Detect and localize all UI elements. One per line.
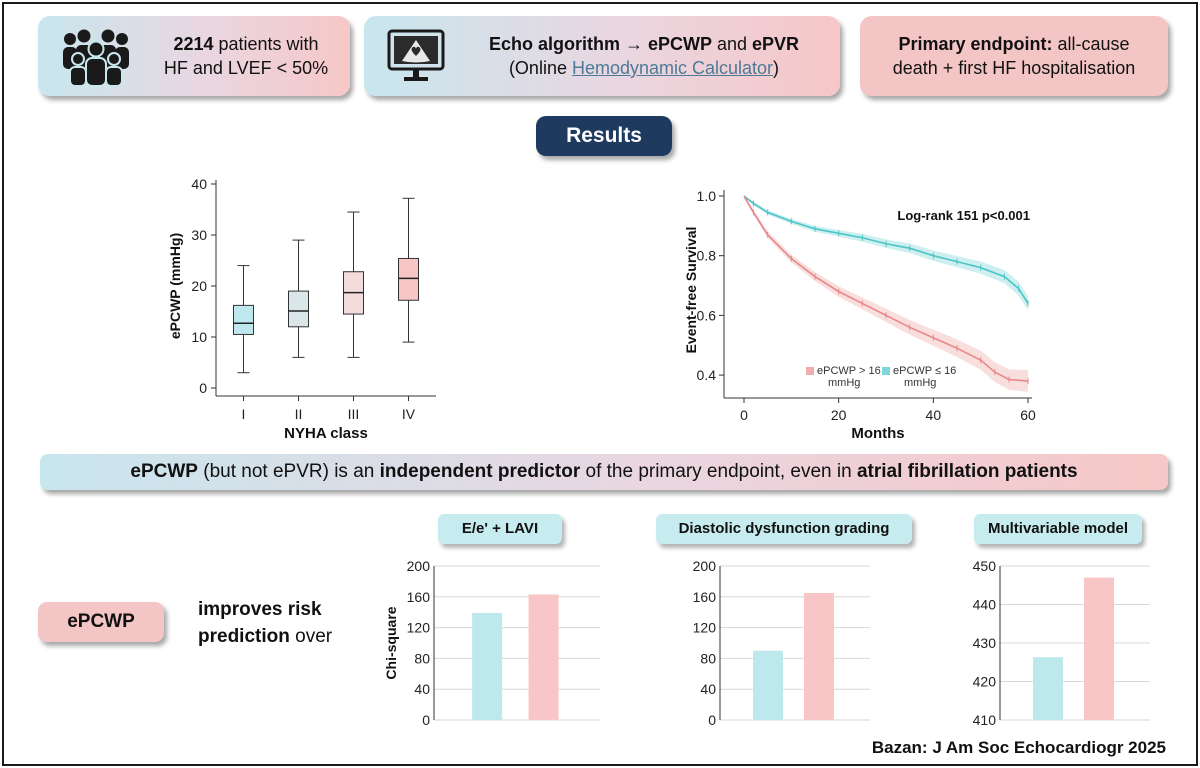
bar-baseline — [1033, 657, 1063, 720]
y-tick-label: 450 — [973, 558, 997, 574]
box-I — [233, 304, 254, 335]
box-IV — [398, 257, 419, 301]
patients-card: 2214 patients with HF and LVEF < 50% — [38, 16, 350, 96]
y-tick-label: 1.0 — [697, 188, 717, 204]
y-tick-label: 120 — [693, 620, 717, 636]
y-tick-label: 0.6 — [697, 307, 717, 323]
patients-count: 2214 — [173, 34, 214, 54]
x-tick-label: II — [295, 406, 303, 422]
conclusion-banner: ePCWP (but not ePVR) is an independent p… — [40, 454, 1168, 490]
endpoint-text: Primary endpoint: all-cause death + firs… — [892, 34, 1136, 78]
y-tick-label: 200 — [693, 558, 717, 574]
y-tick-label: 40 — [414, 681, 430, 697]
legend-swatch — [882, 367, 890, 375]
y-tick-label: 30 — [191, 227, 207, 243]
endpoint-card: Primary endpoint: all-cause death + firs… — [860, 16, 1168, 96]
patients-text: 2214 patients with HF and LVEF < 50% — [163, 34, 329, 78]
conclusion-text: ePCWP (but not ePVR) is an independent p… — [130, 461, 1078, 482]
legend-unit: mmHg — [904, 377, 936, 389]
y-tick-label: 40 — [191, 176, 207, 192]
y-tick-label: 160 — [407, 589, 431, 605]
bar-chart-e-lavi: 0 40 80 120 160 200 Chi-square — [383, 558, 600, 728]
y-tick-label: 10 — [191, 329, 207, 345]
mini-title-multivariable: Multivariable model — [974, 514, 1142, 544]
x-tick-label: I — [242, 406, 246, 422]
y-axis-title: Chi-square — [383, 606, 399, 679]
y-tick-label: 430 — [973, 635, 997, 651]
survival-curve: 0.4 0.6 0.8 1.0 0 20 40 60 Log-rank 151 p<0.001 e… — [683, 188, 1036, 442]
x-axis-title: Months — [851, 425, 904, 442]
algorithm-text: Echo algorithm → ePCWP and ePVR (Online … — [488, 34, 800, 78]
ci-band — [744, 195, 1028, 392]
bar-with-epcwp — [804, 592, 834, 720]
y-tick-label: 440 — [973, 597, 997, 613]
x-axis-title: NYHA class — [284, 425, 368, 440]
y-tick-label: 80 — [700, 650, 716, 666]
legend-label: ePCWP ≤ 16 — [893, 365, 956, 377]
y-tick-label: 0.8 — [697, 248, 717, 264]
y-tick-label: 160 — [693, 589, 717, 605]
survival-line — [743, 195, 1029, 382]
y-axis-title: Event-free Survival — [683, 227, 699, 354]
echo-monitor-icon — [387, 29, 445, 81]
y-tick-label: 200 — [407, 558, 431, 574]
y-tick-label: 0 — [199, 380, 207, 396]
y-axis-title: ePCWP (mmHg) — [167, 233, 183, 339]
mini-title-diastolic: Diastolic dysfunction grading — [656, 514, 912, 544]
legend-unit: mmHg — [828, 377, 860, 389]
y-tick-label: 0 — [708, 712, 716, 728]
x-tick-label: 0 — [740, 407, 748, 423]
bar-chart-diastolic: 0 40 80 120 160 200 — [693, 558, 870, 728]
epcwp-pill: ePCWP — [38, 602, 164, 642]
box-II — [288, 290, 309, 328]
mini-title-e-lavi: E/e' + LAVI — [438, 514, 562, 544]
y-tick-label: 410 — [973, 712, 997, 728]
algorithm-card: Echo algorithm → ePCWP and ePVR (Online … — [364, 16, 840, 96]
bar-baseline — [753, 650, 783, 720]
bar-with-epcwp — [528, 594, 559, 720]
x-tick-label: 40 — [926, 407, 942, 423]
improves-text: improves risk prediction over — [198, 599, 333, 647]
legend-label: ePCWP > 16 — [817, 365, 881, 377]
y-tick-label: 80 — [414, 650, 430, 666]
x-tick-label: 60 — [1020, 407, 1036, 423]
arrow-icon: → — [619, 34, 648, 54]
logrank-annotation: Log-rank 151 p<0.001 — [897, 208, 1030, 223]
citation: Bazan: J Am Soc Echocardiogr 2025 — [871, 738, 1166, 757]
legend-swatch — [806, 367, 814, 375]
hemodynamic-calculator-link[interactable]: Hemodynamic Calculator — [571, 58, 774, 78]
bar-baseline — [472, 612, 503, 720]
y-tick-label: 0 — [422, 712, 430, 728]
y-tick-label: 20 — [191, 278, 207, 294]
y-tick-label: 120 — [407, 620, 431, 636]
bar-with-epcwp — [1084, 577, 1114, 720]
y-tick-label: 40 — [700, 681, 716, 697]
y-tick-label: 420 — [973, 674, 997, 690]
x-tick-label: IV — [402, 406, 416, 422]
patient-group-icon — [63, 29, 129, 87]
y-tick-label: 0.4 — [697, 367, 717, 383]
x-tick-label: III — [348, 406, 360, 422]
x-tick-label: 20 — [831, 407, 847, 423]
bar-chart-multivariable: 410 420 430 440 450 — [973, 558, 1150, 728]
results-label: Results — [536, 116, 672, 156]
